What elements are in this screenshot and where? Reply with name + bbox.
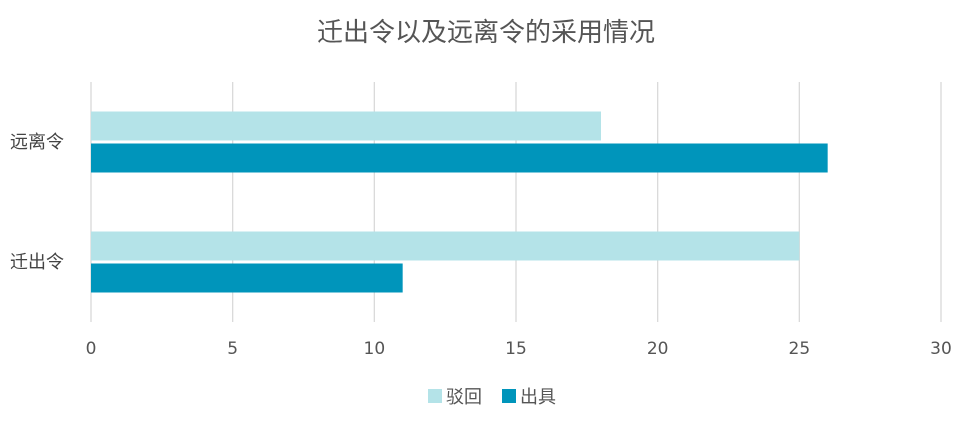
chart-title: 迁出令以及远离令的采用情况 bbox=[317, 18, 655, 48]
x-tick-label: 5 bbox=[227, 339, 238, 359]
x-tick-label: 10 bbox=[364, 339, 386, 359]
x-tick-label: 25 bbox=[789, 339, 811, 359]
bar-出具-远离令 bbox=[91, 143, 828, 173]
legend-label: 驳回 bbox=[446, 387, 482, 408]
x-tick-label: 30 bbox=[930, 339, 952, 359]
category-label: 远离令 bbox=[10, 132, 64, 153]
bar-驳回-远离令 bbox=[91, 111, 601, 141]
bar-出具-迁出令 bbox=[91, 263, 403, 293]
legend-swatch bbox=[502, 389, 516, 403]
x-tick-label: 0 bbox=[86, 339, 97, 359]
x-tick-label: 15 bbox=[505, 339, 527, 359]
legend-swatch bbox=[428, 389, 442, 403]
category-label: 迁出令 bbox=[10, 252, 64, 273]
x-tick-label: 20 bbox=[647, 339, 669, 359]
bars bbox=[91, 111, 828, 293]
legend-label: 出具 bbox=[520, 387, 556, 408]
legend: 驳回 出具 bbox=[428, 387, 556, 408]
x-tick-labels: 0 5 10 15 20 25 30 bbox=[86, 339, 952, 359]
bar-驳回-迁出令 bbox=[91, 231, 800, 261]
